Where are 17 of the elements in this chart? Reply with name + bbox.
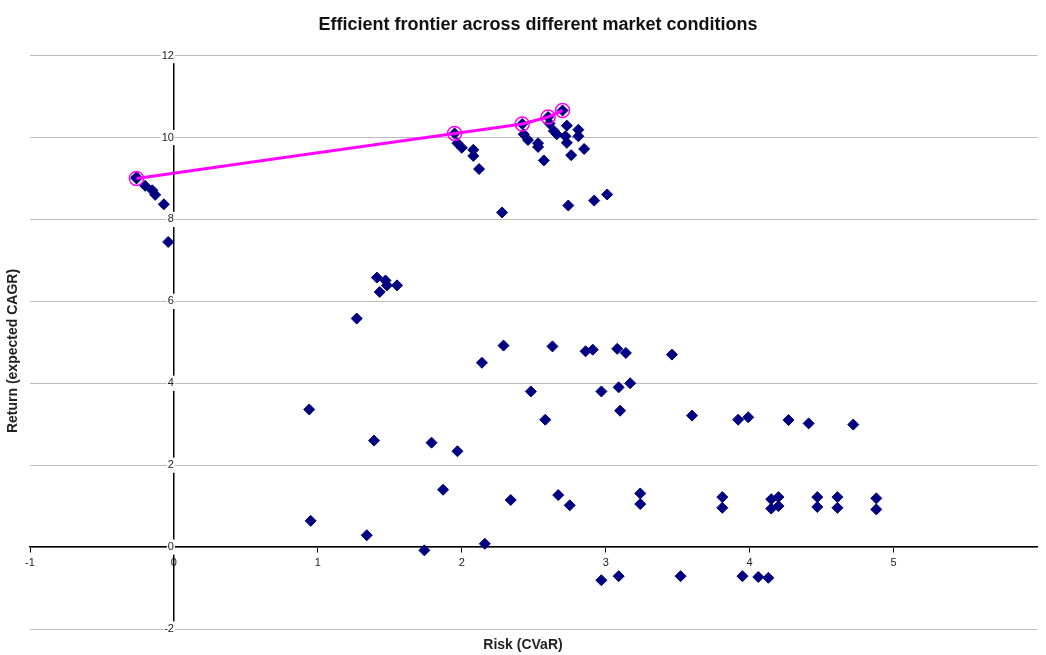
y-tick-label: 0 (167, 540, 174, 553)
y-tick-label: 12 (161, 48, 174, 61)
y-axis-title: Return (expected CAGR) (4, 267, 20, 436)
x-tick-label: 4 (746, 555, 753, 568)
y-tick-label: 4 (167, 376, 174, 389)
x-tick-label: -1 (25, 555, 35, 568)
chart-title: Efficient frontier across different market conditions (318, 13, 758, 34)
y-tick-label: 8 (167, 212, 174, 225)
x-tick-label: 2 (458, 555, 465, 568)
x-tick-label: 1 (314, 555, 321, 568)
y-tick-label: 10 (161, 130, 174, 143)
x-tick-label: 3 (602, 555, 609, 568)
y-tick-label: -2 (164, 622, 174, 635)
x-tick-label: 5 (890, 555, 897, 568)
y-tick-label: 6 (167, 294, 174, 307)
y-tick-label: 2 (167, 458, 174, 471)
x-axis-title: Risk (CVaR) (482, 636, 564, 652)
